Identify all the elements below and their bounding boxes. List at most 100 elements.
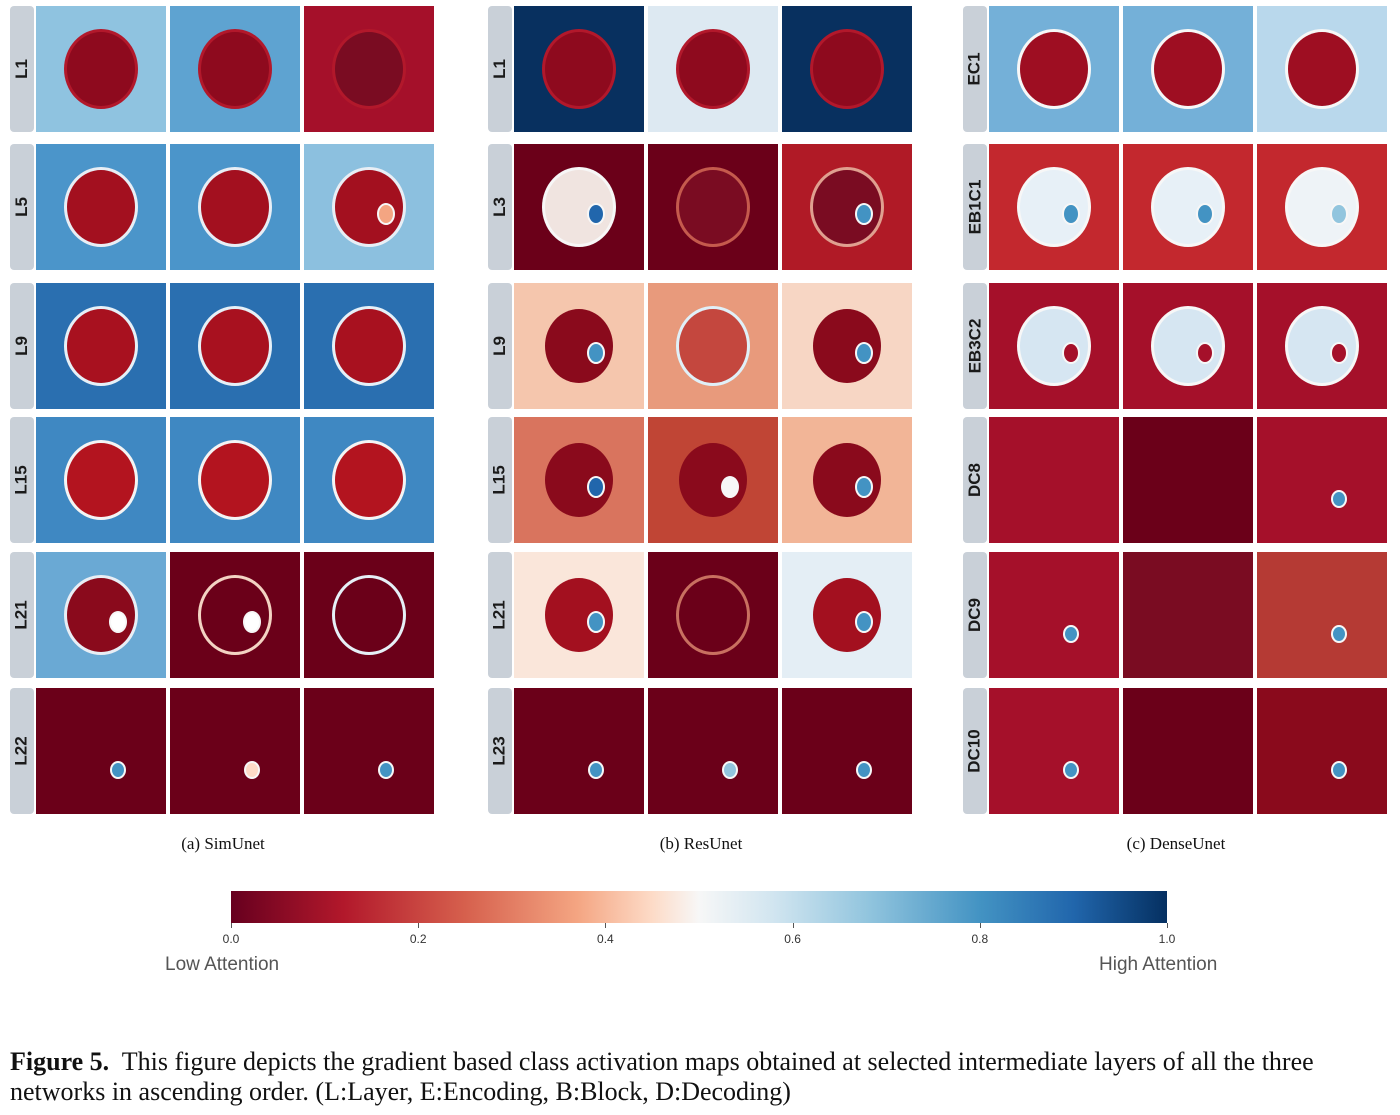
- activation-row: L22: [10, 688, 438, 814]
- activation-map: [514, 417, 644, 543]
- row-label: DC8: [963, 417, 987, 543]
- row-label-text: L22: [12, 736, 32, 766]
- activation-map-image: [1257, 552, 1387, 678]
- activation-row: L9: [10, 283, 438, 409]
- row-label: L9: [488, 283, 512, 409]
- row-label-text: L3: [490, 197, 509, 217]
- activation-map: [36, 144, 166, 270]
- activation-map: [514, 552, 644, 678]
- activation-map-image: [989, 688, 1119, 814]
- activation-map: [989, 552, 1119, 678]
- row-label: L23: [488, 688, 512, 814]
- activation-map: [170, 688, 300, 814]
- activation-map-image: [1123, 6, 1253, 132]
- activation-map: [1257, 688, 1387, 814]
- activation-map-image: [648, 283, 778, 409]
- activation-map: [1123, 144, 1253, 270]
- activation-row: L23: [488, 688, 916, 814]
- row-label-text: DC8: [965, 462, 985, 498]
- row-label: L1: [10, 6, 34, 132]
- row-label-text: EB1C1: [965, 179, 984, 235]
- panel-denseunet: EC1 EB1C1 EB3C2 DC8 DC9 DC10: [963, 6, 1391, 826]
- activation-map-image: [989, 6, 1119, 132]
- activation-map-image: [36, 283, 166, 409]
- activation-map-image: [1257, 283, 1387, 409]
- activation-map-image: [170, 417, 300, 543]
- activation-map: [648, 6, 778, 132]
- activation-map: [170, 144, 300, 270]
- activation-map-image: [170, 688, 300, 814]
- figure-caption: Figure 5. This figure depicts the gradie…: [10, 1047, 1395, 1107]
- row-label: L5: [10, 144, 34, 270]
- activation-map-image: [514, 283, 644, 409]
- activation-map-image: [989, 552, 1119, 678]
- activation-map-image: [36, 144, 166, 270]
- activation-map: [1123, 417, 1253, 543]
- figure-caption-label: Figure 5.: [10, 1047, 110, 1076]
- row-label: DC9: [963, 552, 987, 678]
- activation-map-image: [514, 552, 644, 678]
- activation-map-image: [170, 6, 300, 132]
- activation-map: [989, 6, 1119, 132]
- activation-map: [170, 417, 300, 543]
- colorbar-tick-label: 0.2: [409, 932, 427, 946]
- activation-row: EC1: [963, 6, 1391, 132]
- activation-map-image: [1123, 144, 1253, 270]
- colorbar-tick-mark: [605, 923, 607, 928]
- row-label-text: DC9: [965, 597, 985, 633]
- activation-map-image: [648, 6, 778, 132]
- activation-map: [36, 688, 166, 814]
- activation-row: L1: [488, 6, 916, 132]
- activation-map-image: [648, 417, 778, 543]
- activation-map-image: [36, 688, 166, 814]
- row-label-text: L1: [490, 59, 509, 79]
- activation-map-image: [989, 283, 1119, 409]
- row-label-text: L9: [490, 336, 509, 356]
- activation-map-image: [782, 688, 912, 814]
- activation-map-image: [1123, 417, 1253, 543]
- activation-map-image: [304, 417, 434, 543]
- high-attention-label: High Attention: [1099, 954, 1218, 975]
- activation-map: [514, 688, 644, 814]
- activation-map: [304, 6, 434, 132]
- activation-map: [648, 688, 778, 814]
- activation-map: [648, 552, 778, 678]
- activation-map-image: [1123, 283, 1253, 409]
- activation-map: [170, 552, 300, 678]
- activation-row: L1: [10, 6, 438, 132]
- activation-map-image: [36, 417, 166, 543]
- row-label-text: L15: [12, 465, 32, 495]
- activation-map-image: [514, 688, 644, 814]
- activation-map-image: [1257, 688, 1387, 814]
- activation-row: DC10: [963, 688, 1391, 814]
- activation-map-image: [36, 552, 166, 678]
- activation-map: [1123, 283, 1253, 409]
- activation-map: [1123, 552, 1253, 678]
- activation-map-image: [648, 144, 778, 270]
- activation-map: [782, 688, 912, 814]
- activation-map: [1123, 6, 1253, 132]
- activation-row: L3: [488, 144, 916, 270]
- figure-caption-text: This figure depicts the gradient based c…: [10, 1047, 1314, 1106]
- activation-map: [782, 6, 912, 132]
- activation-map: [170, 6, 300, 132]
- activation-map: [782, 417, 912, 543]
- subfigure-caption: (b) ResUnet: [659, 834, 743, 853]
- row-label-text: L23: [490, 736, 510, 766]
- activation-row: EB3C2: [963, 283, 1391, 409]
- activation-map-image: [1123, 552, 1253, 678]
- activation-map: [36, 417, 166, 543]
- colorbar-tick-label: 0.6: [784, 932, 801, 946]
- colorbar-tick-mark: [418, 923, 420, 928]
- activation-map: [648, 144, 778, 270]
- activation-map-image: [304, 6, 434, 132]
- activation-map-image: [1257, 417, 1387, 543]
- row-label: L21: [488, 552, 512, 678]
- activation-map: [36, 6, 166, 132]
- row-label-text: L15: [490, 465, 510, 495]
- activation-map-image: [989, 144, 1119, 270]
- activation-row: EB1C1: [963, 144, 1391, 270]
- colorbar-tick-label: 0.4: [597, 932, 614, 946]
- colorbar-tick-mark: [979, 923, 981, 928]
- activation-map: [782, 144, 912, 270]
